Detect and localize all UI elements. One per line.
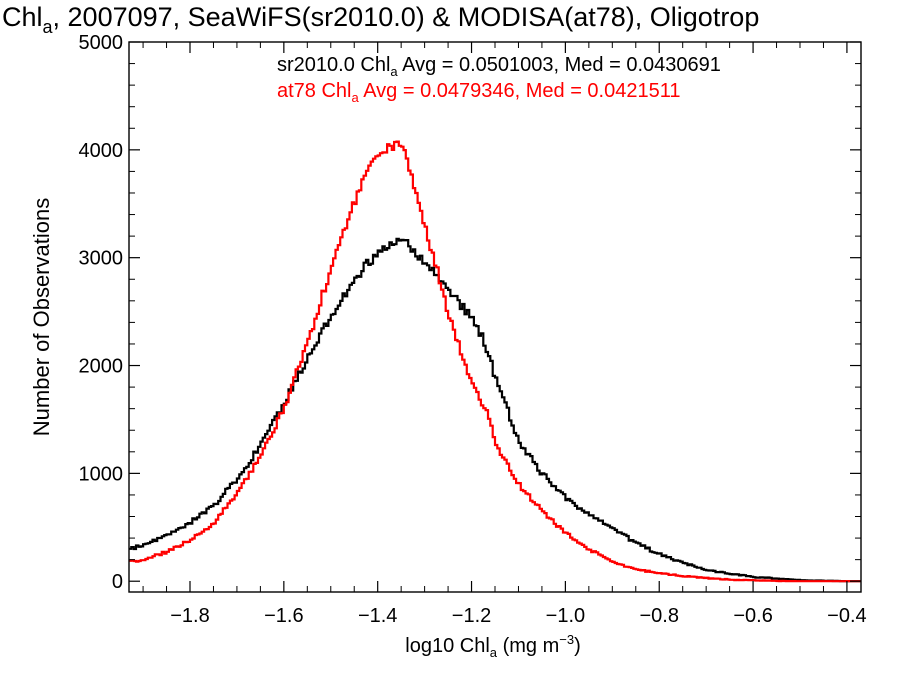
- x-axis: −1.8 −1.6 −1.4 −1.2 −1.0 −0.8 −0.6 −0.4: [142, 42, 867, 627]
- x-tick-label: −0.6: [733, 605, 772, 627]
- x-tick-label: −0.8: [639, 605, 678, 627]
- legend-entry-at78: at78 Chla Avg = 0.0479346, Med = 0.04215…: [277, 80, 681, 105]
- plot-frame: [128, 41, 862, 593]
- y-axis: 0 1000 2000 3000 4000 5000: [79, 32, 861, 593]
- series-line-at78: [129, 140, 861, 583]
- x-axis-label: log10 Chla (mg m−3): [405, 632, 580, 660]
- y-tick-label: 1000: [79, 463, 124, 485]
- y-tick-label: 5000: [79, 32, 124, 54]
- x-tick-label: −0.4: [827, 605, 866, 627]
- y-tick-label: 0: [112, 571, 123, 593]
- x-tick-label: −1.6: [264, 605, 303, 627]
- y-tick-label: 2000: [79, 356, 124, 378]
- x-tick-label: −1.0: [546, 605, 585, 627]
- y-axis-label: Number of Observations: [29, 198, 54, 436]
- x-tick-label: −1.4: [358, 605, 397, 627]
- series-line-sr2010.0: [129, 237, 861, 583]
- plot-series: [129, 140, 861, 583]
- y-tick-label: 4000: [79, 140, 124, 162]
- x-tick-label: −1.8: [170, 605, 209, 627]
- legend-entry-sr2010: sr2010.0 Chla Avg = 0.0501003, Med = 0.0…: [277, 54, 721, 79]
- chart-title: Chla, 2007097, SeaWiFS(sr2010.0) & MODIS…: [2, 2, 759, 37]
- y-tick-label: 3000: [79, 248, 124, 270]
- x-tick-label: −1.2: [452, 605, 491, 627]
